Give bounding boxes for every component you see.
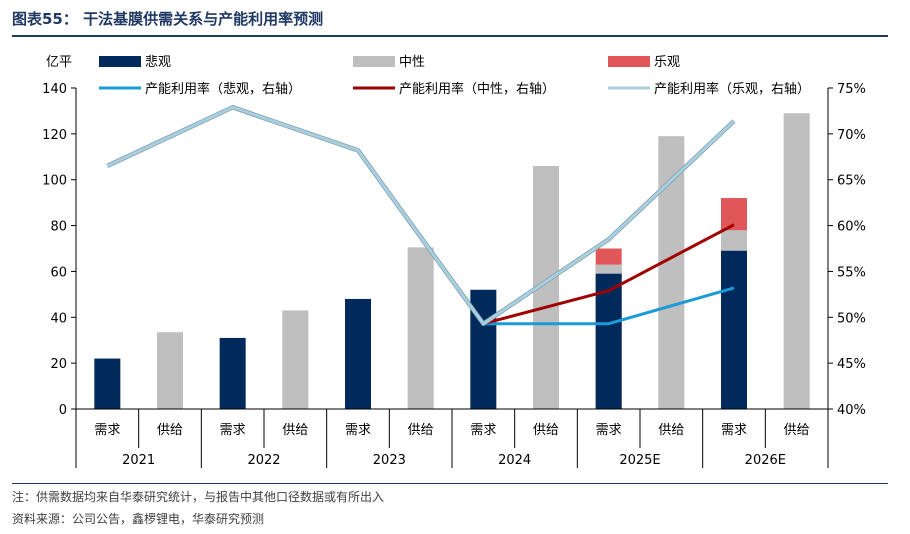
year-label: 2021 — [122, 453, 155, 468]
right-tick-label: 50% — [837, 311, 866, 326]
bar-demand-2026E-悲观 — [721, 250, 747, 409]
legend-swatch-bearish — [99, 56, 141, 67]
footer-rule — [12, 483, 888, 484]
legend-label-util-bearish: 产能利用率（悲观，右轴） — [145, 81, 301, 97]
right-tick-label: 75% — [837, 82, 866, 97]
legend-label-neutral: 中性 — [399, 55, 425, 70]
left-tick-label: 100 — [42, 174, 67, 189]
bar-demand-2022-悲观 — [219, 337, 246, 409]
year-label: 2024 — [498, 453, 531, 468]
sub-category-label: 需求 — [220, 423, 246, 438]
legend-swatch-bullish — [608, 56, 650, 67]
sub-category-label: 需求 — [721, 423, 747, 438]
sub-category-label: 需求 — [596, 423, 622, 438]
bar-demand-2021-悲观 — [94, 358, 121, 409]
legend: 悲观 中性 乐观 产能利用率（悲观，右轴） 产能利用率（中性，右轴） 产能利用率… — [99, 54, 810, 97]
sub-category-label: 供给 — [408, 423, 434, 438]
right-tick-label: 70% — [837, 128, 866, 143]
bar-demand-2025E-悲观 — [595, 273, 622, 409]
left-tick-label: 40 — [50, 311, 67, 326]
sub-category-label: 需求 — [345, 423, 371, 438]
year-label: 2023 — [373, 453, 406, 468]
left-tick-label: 120 — [42, 128, 67, 143]
sub-category-label: 需求 — [470, 423, 496, 438]
right-tick-label: 40% — [837, 403, 866, 418]
sub-category-label: 供给 — [157, 423, 183, 438]
footnote: 注：供需数据均来自华泰研究统计，与报告中其他口径数据或有所出入 — [12, 490, 385, 504]
left-tick-label: 80 — [50, 220, 67, 235]
line-产能利用率（乐观，右轴） — [106, 105, 736, 326]
legend-label-bearish: 悲观 — [145, 54, 171, 70]
bar-supply-2026E-中性 — [783, 113, 810, 409]
legend-label-bullish: 乐观 — [654, 55, 680, 70]
line-产能利用率（中性，右轴） — [482, 223, 735, 326]
bars — [94, 113, 810, 409]
sub-category-label: 供给 — [658, 423, 684, 438]
right-tick-label: 45% — [837, 357, 866, 372]
left-tick-label: 60 — [50, 265, 67, 280]
legend-label-util-bullish: 产能利用率（乐观，右轴） — [654, 81, 810, 97]
left-tick-label: 140 — [42, 82, 67, 97]
sub-category-label: 供给 — [533, 423, 559, 438]
left-axis: 0 20 40 60 80 100 120 140 — [42, 82, 77, 418]
source-note: 资料来源：公司公告，鑫椤锂电，华泰研究预测 — [12, 512, 265, 526]
lines — [106, 105, 736, 326]
title-rule — [12, 35, 888, 37]
bar-supply-2021-中性 — [157, 332, 183, 409]
bar-supply-2025E-中性 — [658, 136, 685, 409]
year-label: 2026E — [745, 453, 786, 468]
sub-category-label: 供给 — [282, 423, 308, 438]
left-tick-label: 20 — [50, 357, 67, 372]
sub-category-label: 需求 — [94, 423, 120, 438]
bar-supply-2023-中性 — [407, 247, 434, 409]
line-产能利用率（悲观，右轴） — [483, 286, 735, 326]
legend-label-util-neutral: 产能利用率（中性，右轴） — [399, 81, 555, 97]
bar-supply-2022-中性 — [282, 310, 309, 409]
year-label: 2025E — [619, 453, 660, 468]
chart: 悲观 中性 乐观 产能利用率（悲观，右轴） 产能利用率（中性，右轴） 产能利用率… — [42, 54, 866, 468]
figure-title: 图表55： 干法基膜供需关系与产能利用率预测 — [12, 10, 324, 28]
left-axis-unit: 亿平 — [46, 55, 72, 70]
legend-swatch-neutral — [353, 56, 395, 67]
year-label: 2022 — [247, 453, 280, 468]
bar-demand-2023-悲观 — [345, 298, 371, 409]
right-tick-label: 65% — [837, 174, 866, 189]
right-tick-label: 55% — [837, 265, 866, 280]
right-axis: 40% 45% 50% 55% 60% 65% 70% 75% — [827, 82, 866, 418]
left-tick-label: 0 — [59, 403, 67, 418]
right-tick-label: 60% — [837, 220, 866, 235]
sub-category-label: 供给 — [784, 423, 810, 438]
